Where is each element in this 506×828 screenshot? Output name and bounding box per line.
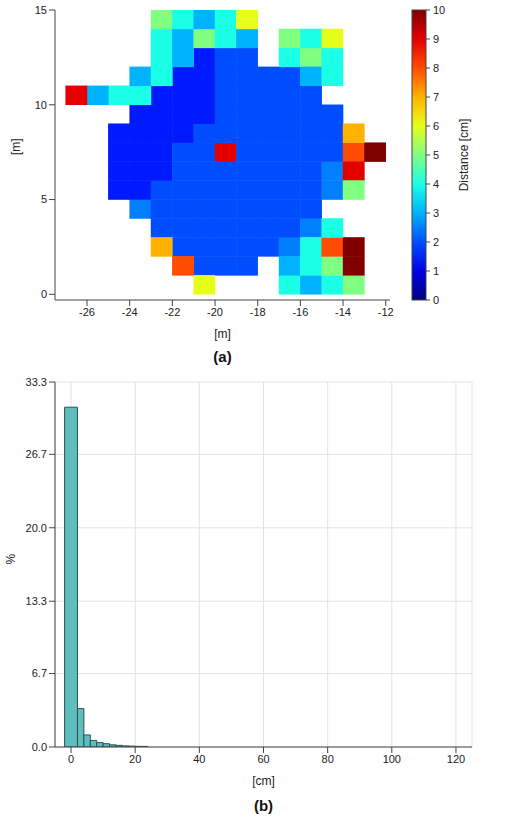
- svg-text:[m]: [m]: [214, 327, 231, 341]
- svg-text:80: 80: [322, 753, 334, 765]
- svg-text:2: 2: [433, 236, 439, 248]
- svg-text:13.3: 13.3: [26, 595, 47, 607]
- svg-text:0: 0: [68, 753, 74, 765]
- svg-text:20: 20: [129, 753, 141, 765]
- svg-text:-24: -24: [122, 306, 138, 318]
- svg-text:-12: -12: [378, 306, 394, 318]
- svg-text:5: 5: [433, 149, 439, 161]
- svg-text:-16: -16: [292, 306, 308, 318]
- svg-text:33.3: 33.3: [26, 376, 47, 388]
- svg-text:26.7: 26.7: [26, 448, 47, 460]
- html-text:(a): (a): [213, 348, 232, 365]
- svg-text:9: 9: [433, 33, 439, 45]
- svg-text:5: 5: [41, 193, 47, 205]
- svg-text:Distance [cm]: Distance [cm]: [457, 119, 471, 192]
- svg-text:10: 10: [433, 4, 445, 16]
- svg-text:4: 4: [433, 178, 439, 190]
- svg-text:0: 0: [433, 294, 439, 306]
- svg-text:[cm]: [cm]: [252, 774, 275, 788]
- svg-text:3: 3: [433, 207, 439, 219]
- svg-text:6: 6: [433, 120, 439, 132]
- svg-text:0: 0: [41, 288, 47, 300]
- svg-text:7: 7: [433, 91, 439, 103]
- html-text:(b): (b): [253, 797, 274, 814]
- svg-text:-14: -14: [335, 306, 351, 318]
- svg-text:120: 120: [447, 753, 465, 765]
- svg-text:-20: -20: [207, 306, 223, 318]
- svg-text:40: 40: [193, 753, 205, 765]
- svg-text:20.0: 20.0: [26, 522, 47, 534]
- svg-text:60: 60: [257, 753, 269, 765]
- svg-text:0.0: 0.0: [32, 741, 47, 753]
- svg-text:[m]: [m]: [9, 138, 23, 155]
- svg-text:-26: -26: [79, 306, 95, 318]
- svg-text:-18: -18: [250, 306, 266, 318]
- svg-text:-22: -22: [164, 306, 180, 318]
- svg-text:100: 100: [383, 753, 401, 765]
- svg-text:10: 10: [35, 99, 47, 111]
- svg-text:8: 8: [433, 62, 439, 74]
- svg-text:1: 1: [433, 265, 439, 277]
- svg-text:%: %: [4, 554, 18, 565]
- svg-text:15: 15: [35, 4, 47, 16]
- svg-text:6.7: 6.7: [32, 667, 47, 679]
